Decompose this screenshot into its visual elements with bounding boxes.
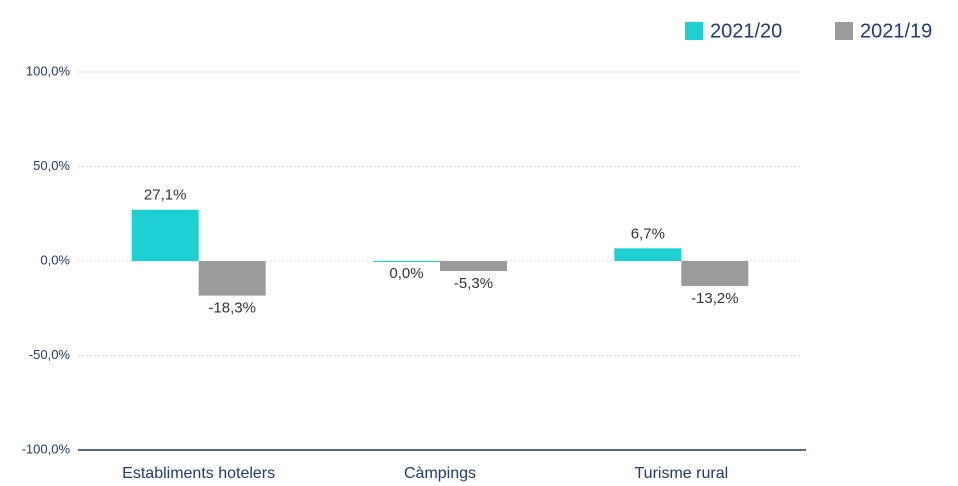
y-tick-label: -50,0% (29, 347, 71, 362)
y-tick-label: 100,0% (26, 63, 71, 78)
y-tick-label: 0,0% (40, 252, 70, 267)
x-tick-label: Establiments hotelers (122, 465, 275, 482)
value-label: -18,3% (208, 300, 256, 317)
bar (614, 248, 682, 261)
x-tick-label: Turisme rural (635, 465, 729, 482)
value-label: 6,7% (631, 225, 665, 242)
legend-label: 2021/19 (860, 20, 932, 42)
legend-swatch (835, 22, 853, 40)
legend-label: 2021/20 (710, 20, 782, 42)
y-tick-label: -100,0% (22, 441, 71, 456)
bar (198, 261, 266, 296)
bar (681, 261, 749, 286)
value-label: -5,3% (454, 275, 493, 292)
bar (373, 261, 440, 262)
x-tick-label: Càmpings (404, 465, 476, 482)
bar (440, 261, 507, 272)
value-label: 27,1% (144, 187, 187, 204)
bar (131, 209, 199, 261)
value-label: 0,0% (389, 265, 423, 282)
legend-swatch (685, 22, 703, 40)
y-tick-label: 50,0% (33, 158, 70, 173)
value-label: -13,2% (691, 290, 739, 307)
